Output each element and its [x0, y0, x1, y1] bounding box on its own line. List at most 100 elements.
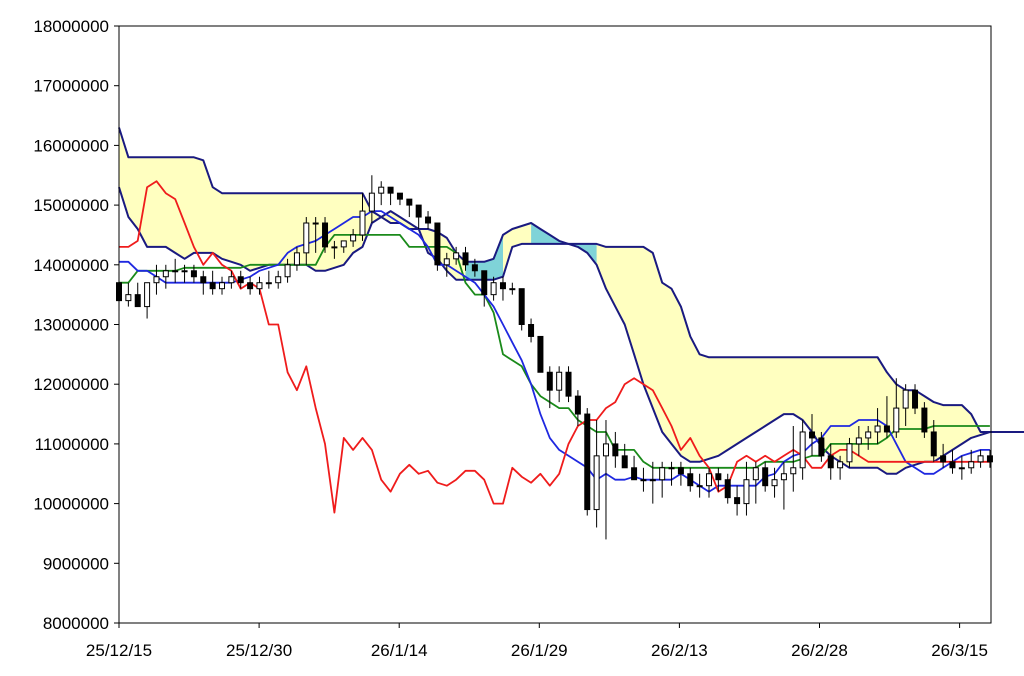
lagging-span-line: [119, 180, 990, 514]
x-tick-label: 26/2/13: [651, 641, 708, 660]
x-tick-label: 25/12/30: [226, 641, 292, 660]
candle-body: [668, 467, 675, 470]
candle-body: [940, 455, 947, 463]
candle-body: [893, 407, 900, 433]
y-tick-label: 10000000: [33, 495, 109, 514]
candle-body: [153, 276, 160, 284]
candle-body: [293, 252, 300, 266]
candle-body: [368, 192, 375, 212]
candle-body: [134, 294, 141, 308]
candle-body: [490, 282, 497, 296]
y-tick-label: 8000000: [43, 614, 109, 633]
candle-body: [556, 371, 563, 391]
candle-body: [284, 264, 291, 278]
y-axis: 8000000 9000000 10000000 11000000 12000000 13…: [33, 17, 119, 633]
candle-body: [162, 270, 169, 278]
y-tick-label: 18000000: [33, 17, 109, 36]
candle-body: [219, 282, 226, 290]
candle-body: [453, 252, 460, 260]
candle-body: [921, 407, 928, 433]
x-axis: 25/12/15 25/12/30 26/1/14 26/1/29 26/2/13 26/…: [86, 623, 988, 660]
cloud-bullish-fill: [119, 127, 1024, 474]
conversion-line: [119, 210, 990, 493]
x-tick-label: 26/1/14: [371, 641, 428, 660]
candle-body: [443, 258, 450, 266]
candle-body: [425, 216, 432, 224]
ichimoku-cloud: [118, 127, 1024, 475]
candle-body: [743, 479, 750, 505]
candle-body: [631, 467, 638, 481]
candle-body: [968, 461, 975, 469]
candle-body: [640, 479, 647, 482]
candle-body: [771, 479, 778, 487]
candle-body: [837, 461, 844, 469]
y-tick-label: 12000000: [33, 375, 109, 394]
candle-body: [340, 240, 347, 248]
candle-body: [190, 270, 197, 278]
candle-body: [874, 425, 881, 433]
candle-body: [509, 288, 516, 291]
y-tick-label: 15000000: [33, 196, 109, 215]
candle-body: [518, 288, 525, 325]
candle-body: [144, 282, 151, 308]
candlesticks: [116, 175, 993, 540]
candle-body: [462, 252, 469, 266]
y-tick-label: 13000000: [33, 316, 109, 335]
candle-body: [593, 455, 600, 511]
candle-body: [762, 467, 769, 487]
candle-body: [949, 461, 956, 469]
candle-body: [378, 186, 385, 194]
candle-body: [256, 282, 263, 290]
candle-body: [612, 443, 619, 457]
candle-body: [818, 437, 825, 457]
candle-body: [481, 270, 488, 296]
candle-body: [724, 479, 731, 499]
candle-body: [331, 246, 338, 249]
candle-body: [237, 276, 244, 284]
candle-body: [359, 210, 366, 236]
candle-body: [172, 270, 179, 273]
candle-body: [621, 455, 628, 469]
candle-body: [883, 425, 890, 433]
candle-body: [406, 198, 413, 206]
candle-body: [602, 443, 609, 457]
candle-body: [930, 431, 937, 457]
candle-body: [677, 467, 684, 475]
candle-body: [705, 473, 712, 487]
candle-body: [799, 431, 806, 469]
candle-body: [846, 443, 853, 463]
x-tick-label: 26/2/28: [791, 641, 848, 660]
y-tick-label: 17000000: [33, 77, 109, 96]
candle-body: [247, 282, 254, 290]
candle-body: [790, 467, 797, 475]
candle-body: [734, 497, 741, 505]
candle-body: [752, 467, 759, 481]
x-tick-label: 25/12/15: [86, 641, 152, 660]
candle-body: [715, 473, 722, 481]
candle-body: [780, 473, 787, 481]
y-tick-label: 9000000: [43, 554, 109, 573]
candle-body: [265, 282, 272, 285]
base-line: [119, 233, 990, 469]
candle-body: [986, 455, 993, 463]
candle-body: [209, 282, 216, 290]
candle-body: [912, 389, 919, 409]
candle-body: [322, 222, 329, 248]
x-tick-label: 26/3/15: [931, 641, 988, 660]
candle-body: [537, 335, 544, 373]
candle-body: [696, 485, 703, 488]
y-tick-label: 16000000: [33, 136, 109, 155]
candle-body: [181, 270, 188, 273]
candle-body: [809, 431, 816, 439]
candle-body: [415, 204, 422, 218]
candle-body: [565, 371, 572, 397]
candle-body: [827, 455, 834, 469]
candle-body: [546, 371, 553, 391]
candle-body: [200, 276, 207, 284]
plot-area-frame: [118, 25, 992, 624]
candle-body: [499, 282, 506, 290]
x-tick-label: 26/1/29: [511, 641, 568, 660]
candle-body: [958, 467, 965, 470]
y-tick-label: 11000000: [35, 435, 109, 454]
